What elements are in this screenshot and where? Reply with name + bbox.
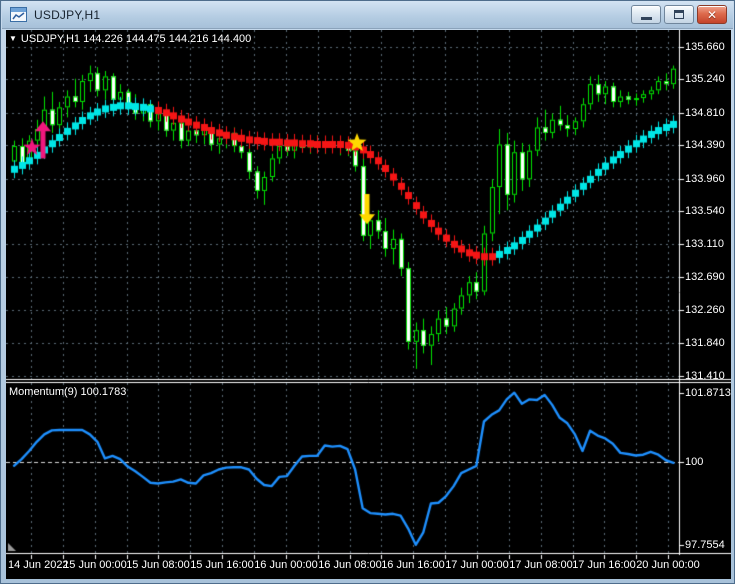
time-axis-label: 15 Jun 08:00 xyxy=(126,559,190,571)
close-icon: ✕ xyxy=(706,7,718,22)
momentum-tick-label: 101.8713 xyxy=(685,387,731,399)
restore-button[interactable] xyxy=(664,5,694,24)
time-axis-label: 15 Jun 16:00 xyxy=(190,559,254,571)
collapse-icon[interactable]: ▼ xyxy=(9,34,17,43)
window-title: USDJPY,H1 xyxy=(34,7,101,22)
window-titlebar[interactable]: USDJPY,H1 ✕ xyxy=(2,1,733,29)
chart-window-icon xyxy=(10,7,27,22)
price-tick-label: 132.260 xyxy=(685,304,725,316)
price-tick-label: 133.960 xyxy=(685,173,725,185)
time-axis-label: 17 Jun 16:00 xyxy=(572,559,636,571)
minimize-icon xyxy=(640,16,652,20)
price-tick-label: 134.390 xyxy=(685,139,725,151)
price-tick-label: 131.840 xyxy=(685,337,725,349)
restore-icon xyxy=(674,10,684,19)
price-tick-label: 134.810 xyxy=(685,107,725,119)
momentum-tick-label: 97.7554 xyxy=(685,539,725,551)
close-button[interactable]: ✕ xyxy=(697,5,727,24)
price-tick-label: 133.110 xyxy=(685,238,724,250)
time-axis-label: 20 Jun 00:00 xyxy=(636,559,700,571)
minimize-button[interactable] xyxy=(631,5,661,24)
time-axis-label: 17 Jun 00:00 xyxy=(445,559,509,571)
time-axis-label: 16 Jun 08:00 xyxy=(318,559,382,571)
momentum-indicator-label: Momentum(9) 100.1783 xyxy=(9,386,127,398)
time-axis-label: 16 Jun 00:00 xyxy=(254,559,318,571)
time-axis-label: 15 Jun 00:00 xyxy=(63,559,127,571)
time-axis-label: 17 Jun 08:00 xyxy=(509,559,573,571)
chart-client-area: ▼ USDJPY,H1 144.226 144.475 144.216 144.4… xyxy=(6,30,731,579)
ohlc-text: USDJPY,H1 144.226 144.475 144.216 144.40… xyxy=(20,33,252,45)
price-tick-label: 135.240 xyxy=(685,73,725,85)
time-axis-label: 14 Jun 2022 xyxy=(8,559,69,571)
price-chart-canvas[interactable] xyxy=(6,30,731,579)
time-axis-label: 16 Jun 16:00 xyxy=(381,559,445,571)
momentum-tick-label: 100 xyxy=(685,456,704,468)
price-tick-label: 135.660 xyxy=(685,41,725,53)
chart-ohlc-header: ▼ USDJPY,H1 144.226 144.475 144.216 144.4… xyxy=(9,33,251,45)
price-tick-label: 133.540 xyxy=(685,205,725,217)
price-tick-label: 132.690 xyxy=(685,271,725,283)
price-tick-label: 131.410 xyxy=(685,370,725,382)
